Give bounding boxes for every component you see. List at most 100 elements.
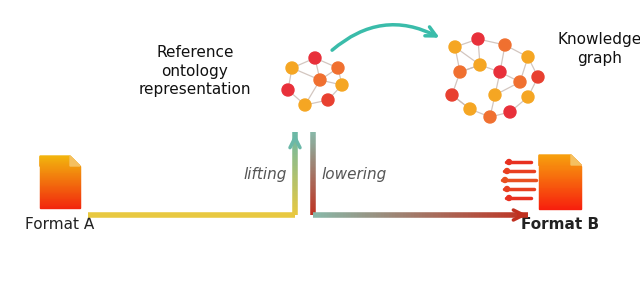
- Bar: [539, 168, 581, 169]
- Circle shape: [286, 62, 298, 74]
- Text: Reference
ontology
representation: Reference ontology representation: [139, 45, 252, 97]
- Bar: [40, 168, 80, 169]
- Bar: [539, 175, 581, 176]
- Circle shape: [504, 168, 509, 174]
- Bar: [539, 201, 581, 202]
- Polygon shape: [539, 162, 579, 163]
- Bar: [40, 197, 80, 198]
- Circle shape: [506, 160, 511, 164]
- Bar: [539, 181, 581, 182]
- Bar: [539, 189, 581, 190]
- Circle shape: [332, 62, 344, 74]
- Bar: [40, 173, 80, 174]
- Polygon shape: [539, 155, 572, 156]
- Polygon shape: [539, 165, 581, 166]
- Bar: [40, 169, 80, 170]
- Bar: [539, 174, 581, 175]
- Circle shape: [504, 187, 509, 191]
- Polygon shape: [40, 160, 76, 161]
- Bar: [40, 177, 80, 178]
- Bar: [40, 195, 80, 196]
- Bar: [539, 172, 581, 173]
- Circle shape: [489, 89, 501, 101]
- Bar: [40, 187, 80, 188]
- Bar: [539, 205, 581, 206]
- Bar: [40, 188, 80, 189]
- Bar: [539, 177, 581, 179]
- Bar: [40, 184, 80, 185]
- Polygon shape: [539, 164, 581, 165]
- Circle shape: [336, 79, 348, 91]
- Polygon shape: [40, 162, 77, 163]
- Bar: [40, 181, 80, 182]
- Bar: [40, 172, 80, 173]
- Circle shape: [522, 91, 534, 103]
- Bar: [539, 169, 581, 170]
- Bar: [539, 183, 581, 184]
- Bar: [40, 182, 80, 183]
- Bar: [539, 194, 581, 195]
- Bar: [539, 195, 581, 196]
- Bar: [40, 200, 80, 201]
- Bar: [539, 203, 581, 205]
- Bar: [40, 202, 80, 203]
- Bar: [40, 198, 80, 199]
- Circle shape: [499, 39, 511, 51]
- Bar: [539, 180, 581, 181]
- Bar: [539, 191, 581, 192]
- Bar: [539, 185, 581, 186]
- Circle shape: [484, 111, 496, 123]
- Circle shape: [314, 74, 326, 86]
- Bar: [539, 171, 581, 172]
- Polygon shape: [539, 160, 577, 161]
- Circle shape: [309, 52, 321, 64]
- Bar: [539, 184, 581, 185]
- Bar: [40, 174, 80, 175]
- Polygon shape: [40, 165, 79, 166]
- Bar: [40, 191, 80, 192]
- Bar: [539, 207, 581, 208]
- Polygon shape: [40, 158, 72, 159]
- Text: Format B: Format B: [521, 217, 599, 232]
- Circle shape: [464, 103, 476, 115]
- Bar: [40, 190, 80, 191]
- Bar: [539, 187, 581, 188]
- Circle shape: [322, 94, 334, 106]
- Bar: [40, 189, 80, 190]
- Bar: [40, 183, 80, 184]
- Text: lifting: lifting: [244, 168, 287, 183]
- Bar: [539, 199, 581, 200]
- Bar: [40, 206, 80, 207]
- Text: Knowledge
graph: Knowledge graph: [558, 32, 640, 66]
- Bar: [40, 193, 80, 194]
- Bar: [539, 208, 581, 209]
- Bar: [40, 203, 80, 204]
- Bar: [539, 193, 581, 194]
- Circle shape: [446, 89, 458, 101]
- Polygon shape: [539, 156, 573, 157]
- Circle shape: [454, 66, 466, 78]
- Bar: [539, 170, 581, 171]
- Bar: [40, 180, 80, 181]
- Bar: [539, 166, 581, 167]
- Bar: [40, 170, 80, 171]
- Bar: [539, 198, 581, 199]
- Polygon shape: [40, 163, 78, 164]
- Circle shape: [449, 41, 461, 53]
- Polygon shape: [70, 156, 80, 166]
- Circle shape: [299, 99, 311, 111]
- Bar: [539, 197, 581, 198]
- Polygon shape: [539, 159, 575, 160]
- Bar: [539, 179, 581, 180]
- Polygon shape: [40, 157, 72, 158]
- Polygon shape: [539, 158, 575, 159]
- Bar: [539, 192, 581, 193]
- Circle shape: [474, 59, 486, 71]
- Bar: [539, 167, 581, 168]
- Bar: [40, 207, 80, 208]
- Bar: [539, 206, 581, 207]
- Bar: [539, 182, 581, 183]
- Bar: [40, 185, 80, 186]
- Polygon shape: [539, 161, 578, 162]
- Bar: [40, 196, 80, 197]
